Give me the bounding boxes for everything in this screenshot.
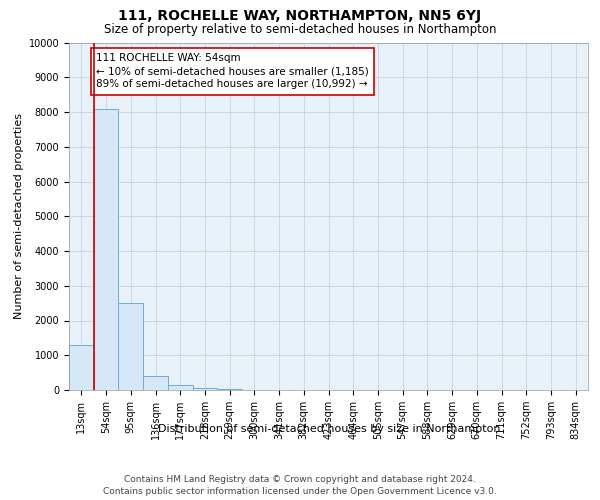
Bar (94, 108, 118, 390)
Y-axis label: Number of semi-detached properties: Number of semi-detached properties (14, 114, 25, 320)
Bar (193, 388, 217, 390)
Bar (168, 385, 193, 390)
Bar (118, 303, 143, 390)
Text: Size of property relative to semi-detached houses in Northampton: Size of property relative to semi-detach… (104, 22, 496, 36)
Bar (69, 345, 94, 390)
Text: Distribution of semi-detached houses by size in Northampton: Distribution of semi-detached houses by … (158, 424, 500, 434)
Text: 111, ROCHELLE WAY, NORTHAMPTON, NN5 6YJ: 111, ROCHELLE WAY, NORTHAMPTON, NN5 6YJ (118, 9, 482, 23)
Text: Contains HM Land Registry data © Crown copyright and database right 2024.
Contai: Contains HM Land Registry data © Crown c… (103, 474, 497, 496)
Text: 111 ROCHELLE WAY: 54sqm
← 10% of semi-detached houses are smaller (1,185)
89% of: 111 ROCHELLE WAY: 54sqm ← 10% of semi-de… (97, 53, 369, 90)
Bar (143, 376, 168, 390)
